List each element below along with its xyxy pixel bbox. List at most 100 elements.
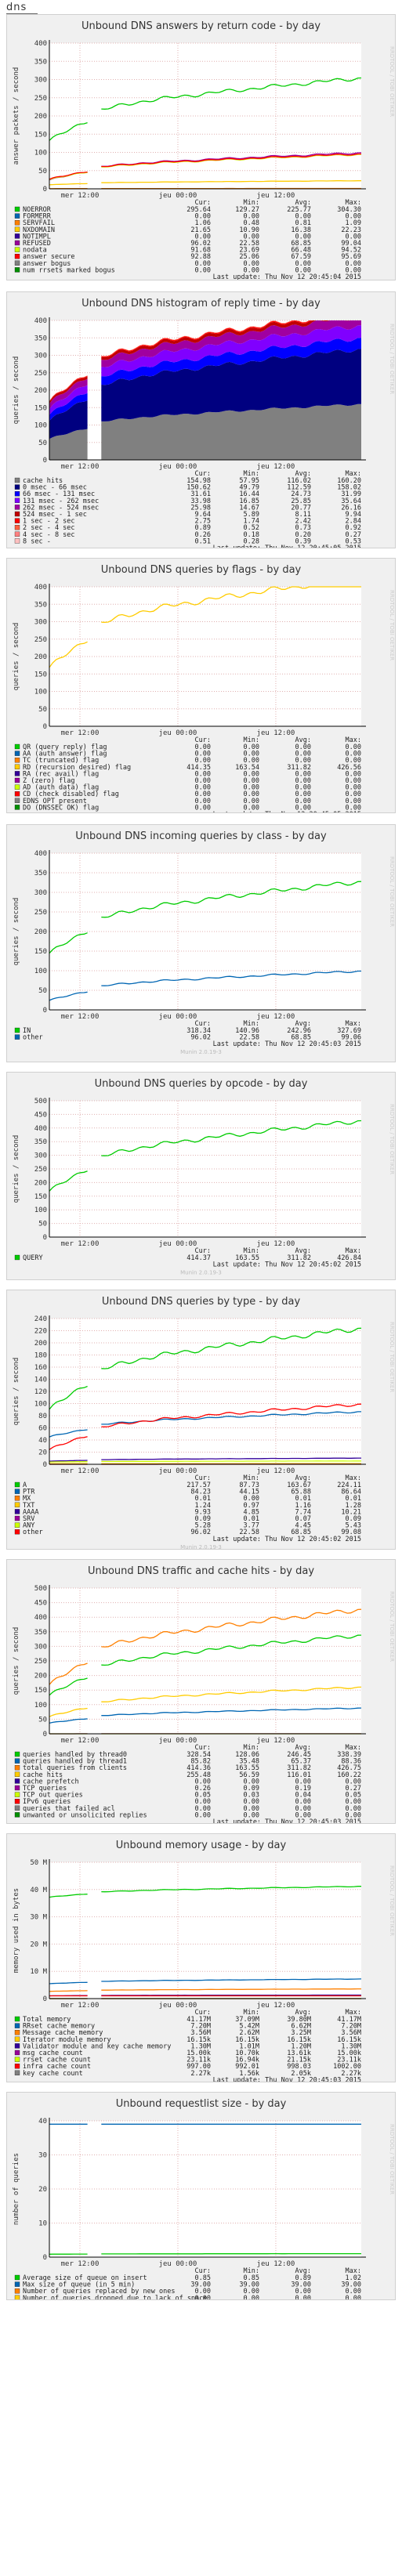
series-area (49, 393, 88, 421)
y-tick-label: 0 (43, 1461, 47, 1469)
y-tick-label: 250 (34, 1166, 47, 1174)
legend-value: 1.30M (341, 2042, 361, 2050)
y-tick-label: 500 (34, 1585, 47, 1593)
legend-value: 0.00 (295, 266, 311, 274)
legend-value: 414.35 (187, 764, 211, 772)
legend-value: 0.00 (295, 1798, 311, 1806)
legend-swatch (14, 764, 20, 769)
legend-value: 158.02 (337, 484, 361, 492)
legend-value: 0.00 (295, 1811, 311, 1819)
legend-value: 39.00 (341, 2281, 361, 2289)
legend-value: 2.27k (341, 2070, 361, 2078)
legend-value: 116.02 (287, 477, 311, 485)
legend-value: 21.65 (190, 226, 211, 234)
legend-value: 13.61k (287, 2050, 311, 2057)
graph-panel[interactable]: Unbound DNS incoming queries by class - … (6, 824, 396, 1062)
legend-value: 0.00 (195, 743, 211, 751)
y-tick-label: 150 (34, 404, 47, 412)
y-tick-label: 250 (34, 95, 47, 103)
graph-svg: Unbound requestlist size - by day RRDTOOL… (13, 2098, 395, 2299)
legend-value: 318.34 (187, 1027, 211, 1035)
graph-panel[interactable]: Unbound DNS queries by type - by day RRDT… (6, 1290, 396, 1550)
graph-svg: Unbound DNS queries by opcode - by day RR… (13, 1078, 395, 1276)
y-tick-label: 350 (34, 335, 47, 342)
y-tick-label: 50 M (30, 1859, 47, 1867)
legend-swatch (14, 1027, 20, 1033)
graph-panel[interactable]: Unbound DNS traffic and cache hits - by … (6, 1559, 396, 1824)
y-tick-label: 20 M (30, 1941, 47, 1948)
y-tick-label: 350 (34, 601, 47, 609)
stat-header: Cur: (195, 1247, 211, 1255)
legend-swatch (14, 240, 20, 246)
y-tick-label: 140 (34, 1377, 47, 1384)
graph-panel[interactable]: Unbound DNS histogram of reply time - by… (6, 291, 396, 548)
legend-label: 2 sec - 4 sec (23, 524, 75, 532)
y-axis-title: queries / second (13, 356, 20, 425)
legend-value: 21.15k (287, 2057, 311, 2064)
legend-value: 1.74 (244, 518, 259, 526)
y-tick-label: 100 (34, 968, 47, 975)
graph-panel[interactable]: Unbound DNS queries by flags - by day RRD… (6, 558, 396, 813)
x-tick-label: jeu 00:00 (159, 192, 197, 200)
legend-value: 1.16 (295, 1502, 311, 1510)
series-line (101, 1608, 362, 1648)
legend-value: 295.64 (187, 206, 211, 214)
y-tick-label: 40 (38, 2118, 47, 2126)
stat-header: Avg: (295, 736, 311, 744)
legend-value: 0.01 (195, 1495, 211, 1503)
legend-swatch (14, 233, 20, 239)
legend-swatch (14, 1509, 20, 1514)
y-tick-label: 250 (34, 636, 47, 644)
y-tick-label: 50 (38, 1716, 47, 1724)
legend-value: 311.82 (287, 1764, 311, 1772)
x-tick-label: mer 12:00 (61, 729, 100, 737)
legend-value: 4.85 (244, 1508, 259, 1516)
legend-value: 163.54 (235, 764, 259, 772)
x-tick-label: jeu 12:00 (257, 1737, 295, 1745)
last-update: Last update: Thu Nov 12 20:45:02 2015 (213, 1261, 361, 1269)
graph-panel[interactable]: Unbound DNS answers by return code - by … (6, 14, 396, 280)
legend-value: 0.00 (195, 804, 211, 812)
legend-value: 5.42M (239, 2023, 259, 2031)
x-tick-label: jeu 00:00 (159, 1467, 197, 1475)
legend-value: 414.36 (187, 1764, 211, 1772)
rrdtool-credit: RRDTOOL / TOBI OETIKER (389, 1104, 395, 1174)
graph-panel[interactable]: Unbound DNS queries by opcode - by day RR… (6, 1072, 396, 1280)
graph-svg: Unbound DNS incoming queries by class - … (13, 830, 395, 1055)
legend-value: 0.92 (346, 524, 361, 532)
legend-value: 0.00 (295, 777, 311, 785)
legend-swatch (14, 525, 20, 530)
legend-label: 4 sec - 8 sec (23, 531, 75, 539)
legend-swatch (14, 1799, 20, 1804)
graph-panel[interactable]: Unbound memory usage - by day RRDTOOL / T… (6, 1833, 396, 2082)
x-tick-label: jeu 12:00 (257, 2002, 295, 2010)
legend-label: SRV (23, 1515, 34, 1523)
legend-value: 0.00 (346, 757, 361, 765)
legend-label: TXT (23, 1502, 34, 1510)
legend-value: 0.00 (346, 233, 361, 241)
legend-swatch (14, 771, 20, 776)
series-area (101, 320, 362, 367)
legend-label: IPv6 queries (23, 1798, 71, 1806)
graph-panel[interactable]: Unbound requestlist size - by day RRDTOOL… (6, 2092, 396, 2300)
y-tick-label: 450 (34, 1111, 47, 1119)
y-tick-label: 80 (38, 1413, 47, 1420)
y-tick-label: 350 (34, 1138, 47, 1146)
legend-value: 3.25M (291, 2029, 311, 2037)
legend-swatch (14, 1765, 20, 1771)
legend-swatch (14, 1502, 20, 1507)
graph-svg: Unbound DNS queries by flags - by day RRD… (13, 564, 395, 812)
legend-swatch (14, 1522, 20, 1528)
y-tick-label: 250 (34, 1658, 47, 1666)
legend-label: key cache count (23, 2070, 83, 2078)
rrdtool-credit: RRDTOOL / TOBI OETIKER (389, 590, 395, 660)
legend-value: 426.56 (337, 764, 361, 772)
legend-value: 112.59 (287, 484, 311, 492)
y-tick-label: 10 (38, 2220, 47, 2228)
legend-label: NXDOMAIN (23, 226, 55, 234)
graph-svg: Unbound DNS traffic and cache hits - by … (13, 1565, 395, 1823)
x-tick-label: mer 12:00 (61, 2002, 100, 2010)
legend-value: 150.62 (187, 484, 211, 492)
stat-header: Max: (346, 1020, 361, 1028)
legend-swatch (14, 477, 20, 483)
